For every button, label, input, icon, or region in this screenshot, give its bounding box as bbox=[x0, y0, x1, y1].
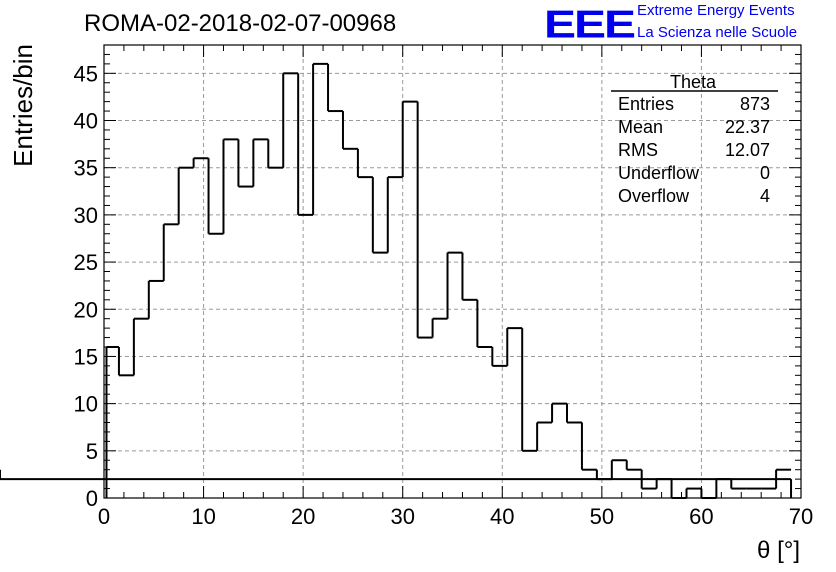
x-axis-label: θ [°] bbox=[757, 537, 800, 564]
stats-value-mean: 22.37 bbox=[725, 117, 770, 137]
stats-value-rms: 12.07 bbox=[725, 140, 770, 160]
histogram-series bbox=[0, 62, 793, 499]
x-tick-label: 0 bbox=[98, 504, 110, 529]
stats-value-overflow: 4 bbox=[760, 186, 770, 206]
stats-value-underflow: 0 bbox=[760, 163, 770, 183]
stats-label-entries: Entries bbox=[618, 94, 674, 114]
x-tick-label: 70 bbox=[789, 504, 813, 529]
y-tick-label: 45 bbox=[74, 61, 98, 86]
stats-label-mean: Mean bbox=[618, 117, 663, 137]
x-tick-label: 40 bbox=[490, 504, 514, 529]
x-tick-label: 50 bbox=[590, 504, 614, 529]
chart-title: ROMA-02-2018-02-07-00968 bbox=[84, 10, 397, 37]
x-tick-label: 10 bbox=[191, 504, 215, 529]
y-tick-label: 5 bbox=[86, 439, 98, 464]
axis-ticks bbox=[103, 44, 802, 499]
eee-logo: EEE bbox=[544, 2, 636, 47]
stats-label-rms: RMS bbox=[618, 140, 658, 160]
logo-tagline-line2: La Scienza nelle Scuole bbox=[637, 24, 798, 41]
y-tick-label: 0 bbox=[86, 486, 98, 511]
y-tick-label: 30 bbox=[74, 203, 98, 228]
stats-value-entries: 873 bbox=[740, 94, 770, 114]
plot-frame bbox=[103, 44, 802, 499]
stats-box: Theta Entries 873 Mean 22.37 RMS 12.07 U… bbox=[611, 72, 778, 206]
y-tick-label: 35 bbox=[74, 156, 98, 181]
grid-lines bbox=[104, 45, 801, 498]
logo-tagline-line1: Extreme Energy Events bbox=[637, 2, 795, 19]
x-tick-label: 30 bbox=[390, 504, 414, 529]
y-tick-label: 10 bbox=[74, 392, 98, 417]
y-tick-label: 25 bbox=[74, 250, 98, 275]
y-tick-label: 20 bbox=[74, 297, 98, 322]
x-tick-label: 20 bbox=[291, 504, 315, 529]
y-tick-label: 15 bbox=[74, 344, 98, 369]
stats-title: Theta bbox=[670, 72, 717, 92]
stats-label-underflow: Underflow bbox=[618, 163, 700, 183]
y-axis-label: Entries/bin bbox=[8, 44, 38, 167]
x-tick-label: 60 bbox=[689, 504, 713, 529]
y-tick-label: 40 bbox=[74, 109, 98, 134]
stats-label-overflow: Overflow bbox=[618, 186, 690, 206]
